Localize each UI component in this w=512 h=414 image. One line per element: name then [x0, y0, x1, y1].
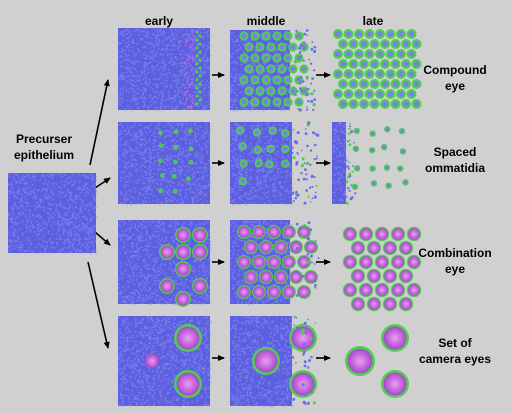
precursor-label-line1: Precurser	[16, 132, 72, 146]
panel-camera-late	[345, 324, 409, 398]
precursor-label-line2: epithelium	[14, 148, 74, 162]
row-label-camera-eyes-line2: camera eyes	[419, 352, 491, 366]
branch-arrow-compound	[89, 79, 110, 166]
row-label-combination-eye-line2: eye	[445, 262, 465, 276]
panel-compound-early	[118, 28, 212, 112]
branch-arrow-camera	[87, 261, 110, 349]
row-label-compound-eye-line2: eye	[445, 79, 465, 93]
panel-spaced-late	[332, 122, 409, 205]
row-label-spaced-ommatidia-line2: ommatidia	[425, 161, 485, 175]
row-label-combination-eye-line1: Combination	[418, 246, 491, 260]
row-label-compound-eye-line1: Compound	[423, 63, 486, 77]
column-header-early: early	[145, 14, 173, 28]
panel-spaced-middle	[230, 121, 320, 206]
panel-compound-middle	[230, 29, 317, 112]
panel-camera-middle	[230, 315, 317, 408]
row-label-spaced-ommatidia-line1: Spaced	[434, 145, 477, 159]
row-label-camera-eyes-line1: Set of	[438, 336, 472, 350]
panel-combination-middle	[230, 220, 320, 306]
panel-combination-late	[342, 226, 422, 312]
panel-combination-early	[118, 220, 212, 307]
panel-spaced-early	[118, 122, 212, 206]
branch-arrow-spaced	[94, 177, 111, 189]
panel-compound-late	[333, 29, 422, 109]
branch-arrow-combination	[94, 231, 111, 246]
precursor-epithelium-panel	[8, 173, 98, 255]
column-header-middle: middle	[247, 14, 286, 28]
panel-camera-early	[118, 316, 212, 408]
column-header-late: late	[363, 14, 384, 28]
